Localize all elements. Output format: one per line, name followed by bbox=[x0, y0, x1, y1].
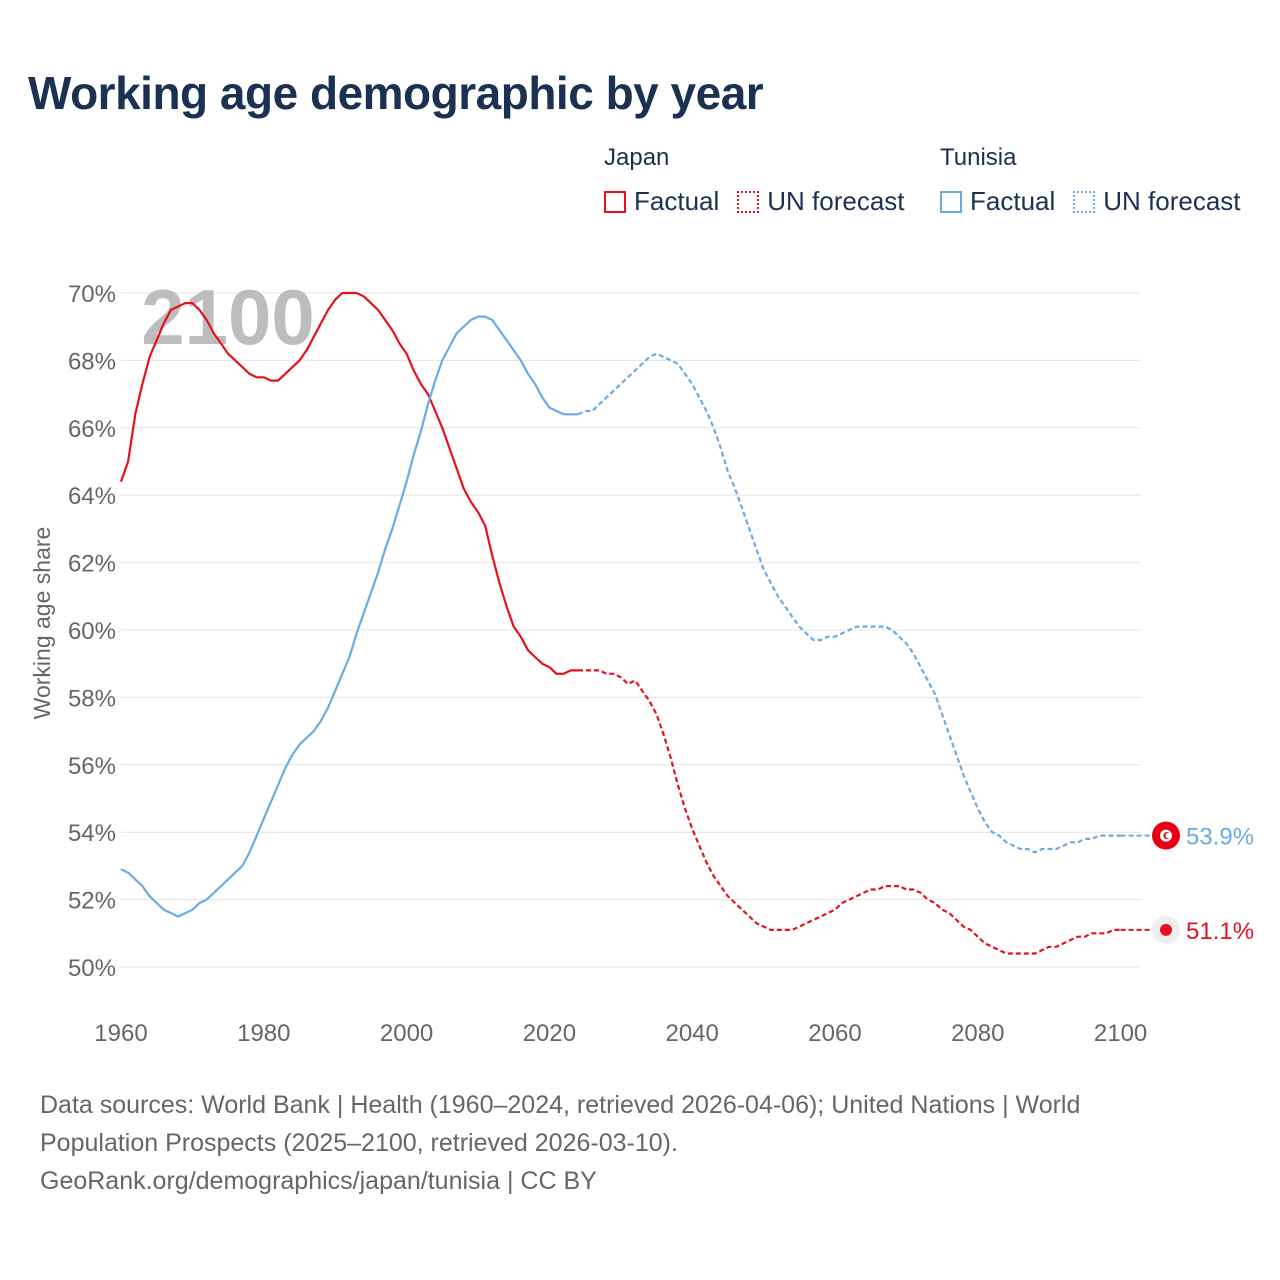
footer-line-2: Population Prospects (2025–2100, retriev… bbox=[40, 1129, 678, 1157]
legend-japan: Japan Factual UN forecast bbox=[604, 144, 923, 217]
y-tick-label-50: 50% bbox=[68, 955, 116, 982]
grid-lines bbox=[121, 292, 1141, 968]
legend-japan-forecast-swatch bbox=[737, 190, 760, 213]
x-tick-label-2080: 2080 bbox=[951, 1020, 1004, 1047]
legend-tunisia: Tunisia Factual UN forecast bbox=[940, 144, 1259, 217]
y-axis-ticks: 50% 52% 54% 56% 58% 60% 62% 64% 66% 68% 70% bbox=[68, 281, 116, 982]
legend-japan-forecast[interactable]: UN forecast bbox=[737, 186, 905, 217]
y-tick-label-68: 68% bbox=[68, 348, 116, 375]
y-tick-label-70: 70% bbox=[68, 281, 116, 308]
legend-tunisia-forecast[interactable]: UN forecast bbox=[1073, 186, 1241, 217]
y-tick-label-54: 54% bbox=[68, 820, 116, 847]
y-tick-label-66: 66% bbox=[68, 416, 116, 443]
series-lines bbox=[119, 291, 1121, 955]
y-tick-label-52: 52% bbox=[68, 888, 116, 915]
legend-japan-factual-swatch bbox=[604, 190, 626, 213]
chart-title: Working age demographic by year bbox=[28, 67, 764, 119]
x-tick-label-2020: 2020 bbox=[523, 1020, 576, 1047]
y-tick-label-64: 64% bbox=[68, 483, 116, 510]
footer-source: Data sources: World Bank | Health (1960–… bbox=[40, 1086, 1240, 1200]
legend-tunisia-factual-label: Factual bbox=[970, 186, 1056, 216]
legend-tunisia-factual-swatch bbox=[940, 190, 962, 213]
legend-japan-heading: Japan bbox=[604, 144, 670, 171]
tunisia-flag-crescent-cut bbox=[1165, 832, 1171, 839]
y-axis-label: Working age share bbox=[29, 527, 55, 720]
x-axis-ticks: 1960 1980 2000 2020 2040 2060 2080 2100 bbox=[94, 1020, 1147, 1047]
x-tick-label-1980: 1980 bbox=[237, 1020, 290, 1047]
legend-japan-factual-label: Factual bbox=[634, 186, 720, 216]
japan-forecast-line bbox=[578, 669, 1121, 955]
y-tick-label-58: 58% bbox=[68, 685, 116, 712]
series-end-markers: 51.1% 53.9% bbox=[1120, 821, 1254, 945]
tunisia-end-value-label: 53.9% bbox=[1186, 824, 1254, 851]
year-watermark: 2100 bbox=[141, 273, 315, 361]
footer-line-1: Data sources: World Bank | Health (1960–… bbox=[40, 1091, 1081, 1119]
x-tick-label-2040: 2040 bbox=[665, 1020, 718, 1047]
y-tick-label-62: 62% bbox=[68, 551, 116, 578]
legend-japan-factual[interactable]: Factual bbox=[604, 186, 719, 217]
legend-tunisia-factual[interactable]: Factual bbox=[940, 186, 1055, 217]
x-tick-label-2100: 2100 bbox=[1094, 1020, 1147, 1047]
tunisia-factual-line bbox=[120, 315, 578, 918]
legend-japan-forecast-label: UN forecast bbox=[767, 186, 905, 216]
y-tick-label-60: 60% bbox=[68, 618, 116, 645]
legend-tunisia-forecast-swatch bbox=[1073, 190, 1096, 213]
y-tick-label-56: 56% bbox=[68, 753, 116, 780]
japan-end-value-label: 51.1% bbox=[1186, 918, 1254, 945]
x-tick-label-2060: 2060 bbox=[808, 1020, 861, 1047]
x-tick-label-2000: 2000 bbox=[380, 1020, 433, 1047]
line-chart: 50%52%54%56%58%60%62%64%66%68%70% 1960 19… bbox=[29, 273, 1254, 1047]
tunisia-forecast-line bbox=[577, 352, 1121, 854]
x-tick-label-1960: 1960 bbox=[94, 1020, 147, 1047]
footer-line-3[interactable]: GeoRank.org/demographics/japan/tunisia |… bbox=[40, 1167, 597, 1195]
legend-tunisia-forecast-label: UN forecast bbox=[1103, 186, 1241, 216]
japan-factual-line bbox=[119, 291, 578, 675]
legend-tunisia-heading: Tunisia bbox=[940, 144, 1017, 171]
japan-flag-disc bbox=[1160, 923, 1172, 936]
